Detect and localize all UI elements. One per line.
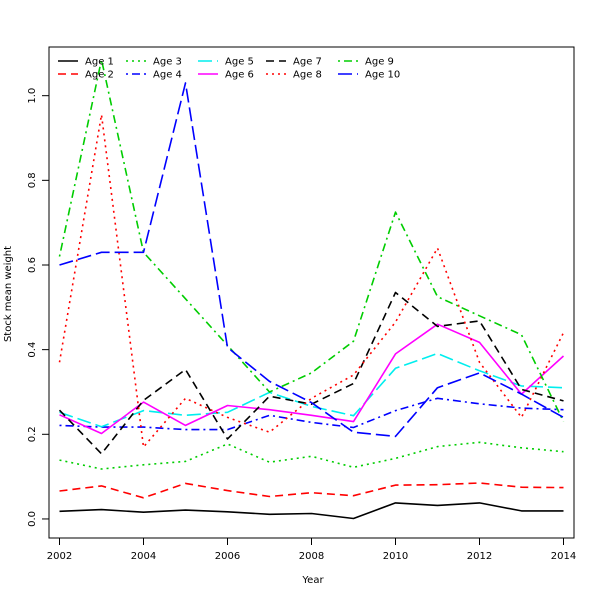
x-tick-label: 2006 — [215, 551, 240, 562]
series-line-age-4 — [59, 397, 564, 431]
y-tick-label: 0.6 — [27, 257, 38, 273]
legend-label: Age 3 — [153, 57, 182, 68]
legend-label: Age 4 — [153, 70, 182, 81]
x-tick-label: 2012 — [467, 551, 492, 562]
series-line-age-5 — [59, 352, 564, 428]
y-tick-label: 0.0 — [27, 511, 38, 527]
series-lines — [58, 58, 565, 520]
y-tick-label: 0.2 — [27, 426, 38, 442]
legend-label: Age 5 — [225, 57, 254, 68]
y-tick-label: 1.0 — [27, 88, 38, 104]
legend-label: Age 7 — [293, 57, 322, 68]
series-line-age-8 — [58, 113, 565, 448]
series-line-age-6 — [59, 323, 565, 435]
legend-label: Age 9 — [365, 57, 394, 68]
legend-label: Age 2 — [85, 70, 114, 81]
x-tick-label: 2004 — [131, 551, 156, 562]
series-line-age-1 — [59, 502, 564, 520]
y-axis: 0.0 0.2 0.4 0.6 0.8 1.0 — [27, 88, 49, 527]
x-tick-label: 2008 — [299, 551, 324, 562]
legend-label: Age 1 — [85, 57, 114, 68]
series-line-age-10 — [59, 82, 564, 438]
x-tick-label: 2010 — [383, 551, 408, 562]
y-axis-title: Stock mean weight — [3, 246, 14, 342]
series-line-age-9 — [58, 58, 565, 422]
x-tick-label: 2014 — [551, 551, 576, 562]
legend-label: Age 10 — [365, 70, 400, 81]
legend: Age 1 Age 2 Age 3 Age 4 Age 5 Age 6 Age 7 Age 8… — [58, 57, 400, 81]
x-axis: 2002 2004 2006 2008 2010 2012 2014 — [47, 538, 576, 562]
series-line-age-3 — [59, 441, 564, 470]
legend-label: Age 8 — [293, 70, 322, 81]
legend-label: Age 6 — [225, 70, 254, 81]
y-tick-label: 0.4 — [27, 342, 38, 358]
x-tick-label: 2002 — [47, 551, 72, 562]
series-line-age-7 — [58, 291, 564, 455]
series-line-age-2 — [59, 482, 564, 499]
y-tick-label: 0.8 — [27, 172, 38, 188]
x-axis-title: Year — [301, 575, 324, 586]
